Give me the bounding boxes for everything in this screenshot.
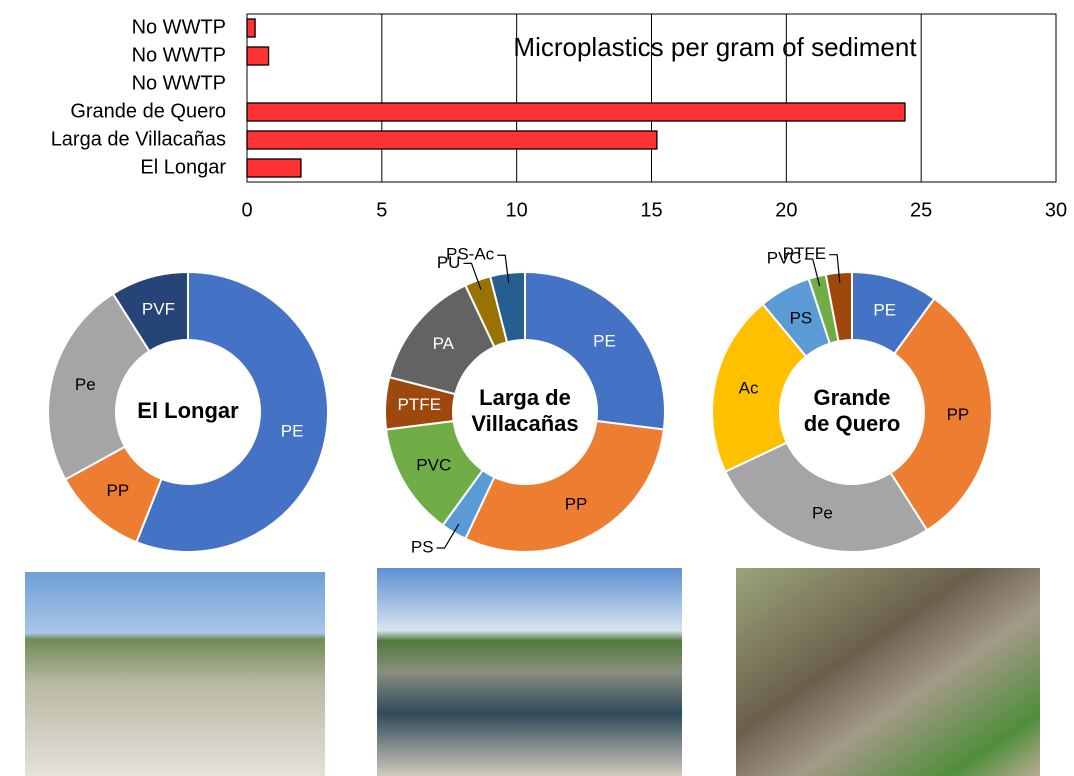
- leader-line: [436, 523, 460, 549]
- donut-slice: [111, 270, 189, 353]
- slice-label: PVC: [767, 248, 802, 267]
- slice-label: PTFE: [397, 395, 440, 414]
- x-tick-label: 0: [241, 199, 252, 221]
- donut-slice: [47, 292, 151, 481]
- slice-label: PS: [790, 309, 813, 328]
- donut-slice: [889, 297, 993, 532]
- photo-grande-de-quero: [736, 568, 1040, 776]
- donut-slice: [135, 270, 329, 553]
- slice-label: Pe: [75, 375, 96, 394]
- slice-label: PVC: [416, 455, 451, 474]
- leader-line: [463, 262, 482, 290]
- leader-line: [804, 258, 821, 287]
- donut-slice: [824, 270, 853, 343]
- y-tick-label: No WWTP: [132, 16, 226, 38]
- donut-slice: [524, 270, 666, 431]
- x-tick-label: 20: [775, 199, 797, 221]
- x-tick-label: 25: [910, 199, 932, 221]
- y-tick-label: El Longar: [140, 156, 226, 178]
- bar: [246, 46, 270, 66]
- slice-label: PU: [437, 253, 461, 272]
- slice-label: PS-Ac: [446, 245, 495, 264]
- slice-label: PA: [433, 334, 455, 353]
- leader-line: [497, 254, 510, 284]
- slice-label: PE: [873, 301, 896, 320]
- x-tick-label: 10: [506, 199, 528, 221]
- center-label: Grande: [813, 385, 890, 410]
- bar: [246, 18, 256, 38]
- slice-label: PP: [947, 405, 970, 424]
- donut-slice: [464, 419, 666, 553]
- donut-slice: [711, 302, 808, 473]
- bar: [246, 158, 302, 178]
- center-label: Villacañas: [471, 411, 578, 436]
- y-tick-label: Grande de Quero: [70, 100, 226, 122]
- slice-label: PE: [593, 331, 616, 350]
- y-tick-label: Larga de Villacañas: [51, 128, 226, 150]
- slice-label: PP: [565, 494, 588, 513]
- slice-label: Pe: [812, 503, 833, 522]
- y-tick-label: No WWTP: [132, 72, 226, 94]
- slice-label: Ac: [739, 378, 759, 397]
- x-tick-label: 5: [376, 199, 387, 221]
- y-tick-label: No WWTP: [132, 44, 226, 66]
- center-label: Larga de: [479, 385, 571, 410]
- x-tick-label: 15: [640, 199, 662, 221]
- slice-label: PE: [281, 421, 304, 440]
- slice-label: PP: [107, 481, 130, 500]
- donut-slice: [723, 441, 929, 553]
- chart-title: Microplastics per gram of sediment: [513, 32, 917, 62]
- center-label: El Longar: [137, 398, 239, 423]
- photo-larga-de-villacanas: [377, 568, 682, 776]
- center-label: de Quero: [804, 411, 901, 436]
- bar: [246, 130, 658, 150]
- slice-label: PVF: [142, 300, 175, 319]
- slice-label: PTFE: [783, 244, 826, 263]
- donut-slice: [488, 270, 526, 344]
- bar: [246, 102, 906, 122]
- slice-label: PS: [411, 537, 434, 556]
- x-tick-label: 30: [1045, 199, 1067, 221]
- photo-el-longar: [25, 572, 325, 776]
- leader-line: [829, 254, 841, 283]
